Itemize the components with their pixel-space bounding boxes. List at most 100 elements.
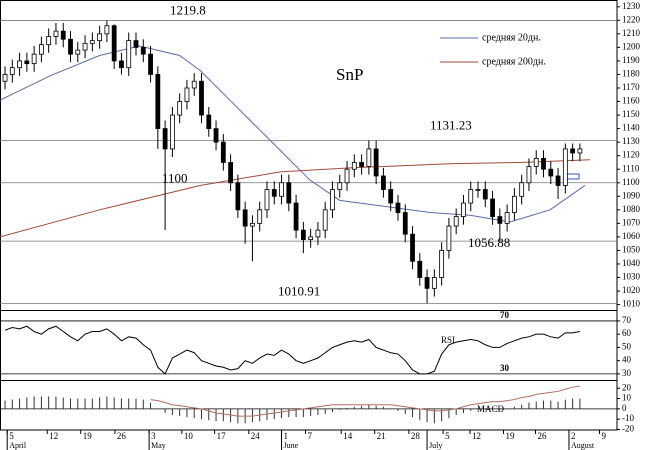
candle-body [228, 162, 234, 184]
x-tick-label: 9 [602, 431, 607, 441]
candle-body [2, 74, 8, 82]
candle-body [46, 36, 52, 46]
candle-body [330, 189, 335, 211]
rsi-line [4, 325, 580, 375]
level-label: 70 [500, 310, 510, 320]
y-tick-label: -20 [622, 424, 634, 434]
candle-body [351, 162, 357, 170]
candle-body [490, 198, 495, 217]
y-tick-label: 20 [622, 382, 632, 392]
y-tick-label: 1070 [622, 217, 641, 227]
level-label: 1219.8 [170, 3, 206, 18]
candle-body [271, 189, 277, 197]
candle-body [300, 229, 306, 241]
candle-body [424, 277, 430, 289]
candle-body [431, 277, 437, 289]
candle-body [133, 40, 139, 48]
y-tick-label: 1200 [622, 41, 641, 51]
candle-body [119, 60, 124, 69]
y-tick-label: 1150 [622, 109, 640, 119]
y-tick-label: 60 [622, 328, 632, 338]
candle-body [562, 148, 568, 186]
candle-body [264, 189, 270, 211]
candle-body [548, 168, 554, 177]
moving-average [0, 45, 586, 223]
candle-body [126, 40, 132, 69]
y-tick-label: 1190 [622, 55, 640, 65]
candle-body [511, 195, 517, 213]
candle-body [308, 236, 314, 241]
candle-body [177, 101, 183, 116]
candle-body [388, 189, 394, 204]
candle-body [555, 175, 561, 186]
x-tick-label: 5 [445, 431, 450, 441]
candle-body [315, 229, 321, 238]
y-tick-label: 30 [622, 368, 632, 378]
y-tick-label: 1220 [622, 14, 641, 24]
y-tick-label: 1180 [622, 69, 640, 79]
candle-body [286, 182, 292, 204]
candle-body [453, 216, 459, 227]
candle-body [184, 87, 190, 102]
candle-body [279, 182, 284, 197]
candle-body [475, 189, 481, 191]
candle-body [191, 80, 197, 89]
candle-body [533, 157, 539, 167]
candle-body [235, 182, 241, 211]
x-tick-label: 26 [117, 431, 127, 441]
candle-body [322, 209, 328, 231]
candle-body [199, 80, 204, 116]
marker-box [565, 173, 580, 180]
candle-body [577, 148, 583, 154]
candle-body [17, 60, 22, 69]
y-tick-label: 1160 [622, 96, 640, 106]
candle-body [89, 40, 95, 44]
candle-body [60, 30, 66, 40]
month-label: June [284, 441, 299, 450]
candle-body [148, 53, 153, 75]
candle-body [39, 44, 44, 55]
candle-body [381, 175, 386, 190]
y-tick-label: 1100 [622, 177, 640, 187]
y-tick-label: 1110 [622, 163, 640, 173]
candle-body [417, 260, 423, 278]
level-label: 1010.91 [278, 283, 320, 298]
x-tick-label: 24 [251, 431, 260, 441]
x-tick-label: 28 [411, 431, 421, 441]
candle-body [461, 202, 466, 217]
candle-body [373, 148, 379, 177]
candle-body [257, 209, 263, 224]
x-tick-label: 19 [505, 431, 515, 441]
candle-body [104, 25, 110, 35]
month-label: July [429, 441, 442, 450]
month-label: April [9, 441, 27, 450]
candle-body [497, 216, 503, 224]
x-tick-label: 7 [308, 431, 313, 441]
x-tick-label: 3 [151, 431, 156, 441]
x-tick-label: 26 [537, 431, 547, 441]
candle-body [97, 33, 103, 42]
level-label: 1056.88 [468, 235, 510, 250]
y-tick-label: 0 [622, 403, 627, 413]
candle-body [541, 157, 546, 170]
candle-body [162, 128, 168, 150]
candle-body [439, 250, 445, 278]
candle-body [24, 60, 30, 65]
signal-line [150, 385, 580, 417]
x-tick-label: 5 [9, 431, 14, 441]
x-tick-label: 2 [571, 431, 576, 441]
candle-body [82, 42, 88, 51]
level-label: 30 [500, 363, 510, 373]
y-tick-label: 1130 [622, 136, 640, 146]
y-tick-label: -10 [622, 413, 634, 423]
y-tick-label: 1140 [622, 123, 640, 133]
y-tick-label: 1050 [622, 244, 641, 254]
plot-frame [0, 0, 618, 431]
candle-body [526, 166, 532, 184]
legend-label: средняя 20дн. [482, 32, 541, 43]
x-tick-label: 1 [284, 431, 289, 441]
candle-body [206, 114, 212, 130]
x-tick-label: 12 [472, 431, 481, 441]
candle-body [111, 25, 117, 62]
